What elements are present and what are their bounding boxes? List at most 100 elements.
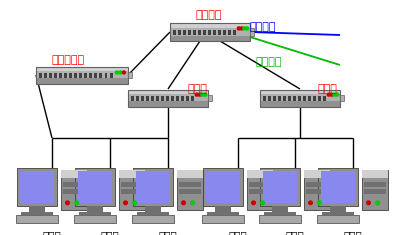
Circle shape xyxy=(195,93,198,96)
Bar xyxy=(61,170,87,210)
Bar xyxy=(177,170,203,210)
Bar xyxy=(260,90,340,106)
Bar xyxy=(247,170,273,210)
Bar xyxy=(179,182,201,187)
Circle shape xyxy=(182,201,185,205)
Circle shape xyxy=(191,201,194,205)
Circle shape xyxy=(327,93,330,96)
Circle shape xyxy=(204,93,207,96)
Bar xyxy=(128,101,208,106)
Bar xyxy=(74,215,116,223)
Text: 计算机: 计算机 xyxy=(228,230,248,235)
Bar xyxy=(263,171,297,203)
Bar xyxy=(260,94,340,101)
Bar xyxy=(208,30,211,35)
Bar xyxy=(259,215,301,223)
Bar xyxy=(29,206,45,212)
Bar xyxy=(145,206,161,212)
Bar xyxy=(146,97,149,101)
Bar xyxy=(250,28,254,35)
Bar xyxy=(17,168,57,206)
Bar xyxy=(136,171,170,203)
Bar xyxy=(233,30,236,35)
Bar xyxy=(260,90,340,94)
Bar xyxy=(249,189,271,194)
Bar xyxy=(179,189,201,194)
Bar xyxy=(228,30,231,35)
Bar xyxy=(36,78,128,83)
Bar xyxy=(223,30,226,35)
Bar xyxy=(318,168,358,206)
Bar xyxy=(318,97,321,101)
Bar xyxy=(362,170,388,178)
Circle shape xyxy=(336,93,339,96)
Bar xyxy=(49,73,52,78)
Bar xyxy=(136,97,139,101)
Bar xyxy=(304,170,330,210)
Bar xyxy=(39,73,42,78)
Circle shape xyxy=(237,27,240,30)
Bar xyxy=(198,30,201,35)
Bar xyxy=(128,90,208,94)
Bar xyxy=(218,30,221,35)
Bar xyxy=(306,189,328,194)
Bar xyxy=(171,97,174,101)
Bar xyxy=(170,23,250,41)
Bar xyxy=(119,170,145,210)
Bar xyxy=(362,170,388,210)
Circle shape xyxy=(66,201,69,205)
Bar xyxy=(141,97,144,101)
Bar xyxy=(94,73,97,78)
Bar xyxy=(364,182,386,187)
Bar xyxy=(87,206,103,212)
Bar xyxy=(293,97,296,101)
Bar xyxy=(54,73,57,78)
Bar xyxy=(272,206,288,212)
Bar xyxy=(306,182,328,187)
Circle shape xyxy=(133,201,136,205)
Bar xyxy=(170,27,250,35)
Circle shape xyxy=(261,201,265,205)
Bar xyxy=(166,97,169,101)
Bar xyxy=(121,182,143,187)
Bar xyxy=(84,73,87,78)
Circle shape xyxy=(330,93,333,96)
Bar xyxy=(191,97,194,101)
Bar xyxy=(177,170,203,178)
Circle shape xyxy=(122,71,126,74)
Bar xyxy=(36,71,128,78)
Bar xyxy=(132,215,174,223)
Bar xyxy=(79,73,82,78)
Circle shape xyxy=(376,201,379,205)
Bar xyxy=(63,189,85,194)
Bar xyxy=(364,189,386,194)
Bar xyxy=(313,97,316,101)
Bar xyxy=(340,95,344,101)
Bar xyxy=(249,182,271,187)
Bar xyxy=(105,73,107,78)
Bar xyxy=(304,170,330,178)
Circle shape xyxy=(116,71,118,74)
Text: 计算机: 计算机 xyxy=(43,230,61,235)
Bar xyxy=(298,97,301,101)
Bar xyxy=(260,168,300,206)
Bar xyxy=(36,67,128,83)
Bar xyxy=(186,97,189,101)
Text: 无线路由器: 无线路由器 xyxy=(52,55,85,65)
Circle shape xyxy=(367,201,370,205)
Circle shape xyxy=(246,27,249,30)
Bar xyxy=(278,97,281,101)
Bar xyxy=(170,23,250,27)
Bar xyxy=(121,189,143,194)
Bar xyxy=(89,73,92,78)
Text: 交换机: 交换机 xyxy=(188,84,208,94)
Bar xyxy=(79,212,111,215)
Bar xyxy=(321,171,355,203)
Bar xyxy=(181,97,184,101)
Bar xyxy=(303,97,306,101)
Bar xyxy=(78,171,112,203)
Bar xyxy=(44,73,47,78)
Bar xyxy=(323,97,326,101)
Circle shape xyxy=(252,201,255,205)
Bar xyxy=(63,182,85,187)
